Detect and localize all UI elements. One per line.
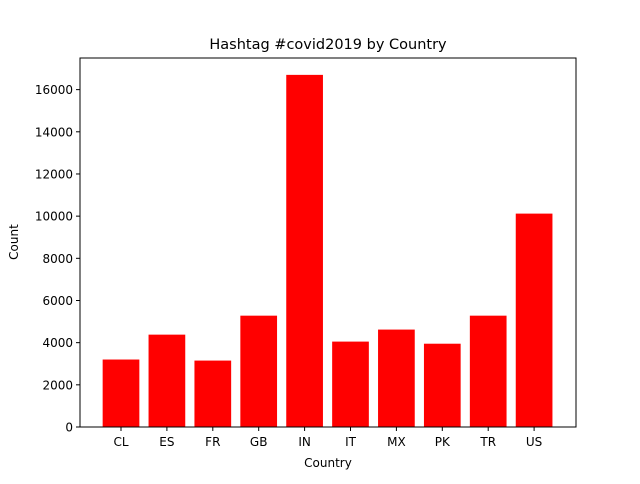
y-axis-ticks: 0 2000 4000 6000 8000 10000 12000 14000 16000 (35, 83, 80, 435)
x-tick-label: MX (387, 435, 406, 449)
bar-mx (378, 329, 415, 427)
y-axis-label: Count (7, 224, 21, 260)
y-tick-label: 2000 (42, 378, 73, 392)
x-axis-label: Country (304, 456, 352, 470)
y-tick-label: 0 (65, 421, 73, 435)
x-tick-label: GB (250, 435, 268, 449)
bar-cl (102, 359, 140, 427)
bars-group (102, 74, 553, 428)
x-tick-label: IN (298, 435, 311, 449)
y-tick-label: 14000 (35, 125, 73, 139)
bar-us (515, 213, 553, 427)
bar-es (148, 334, 186, 427)
bar-gb (240, 315, 278, 427)
bar-in (286, 74, 323, 428)
bar-tr (469, 315, 507, 427)
x-tick-label: ES (159, 435, 174, 449)
y-tick-label: 16000 (35, 83, 73, 97)
y-tick-label: 12000 (35, 167, 73, 181)
chart-title: Hashtag #covid2019 by Country (209, 37, 447, 53)
y-tick-label: 6000 (42, 294, 73, 308)
x-tick-label: TR (479, 435, 496, 449)
plot-frame (79, 57, 577, 428)
x-tick-label: IT (345, 435, 357, 449)
bar-it (332, 341, 369, 427)
x-axis-ticks: CL ES FR GB IN IT MX PK TR US (113, 427, 542, 449)
bar-fr (194, 360, 232, 427)
bar-pk (423, 343, 461, 427)
x-tick-label: US (526, 435, 542, 449)
x-tick-label: CL (113, 435, 128, 449)
y-tick-label: 8000 (42, 252, 73, 266)
y-tick-label: 4000 (42, 336, 73, 350)
y-tick-label: 10000 (35, 210, 73, 224)
x-tick-label: FR (205, 435, 220, 449)
x-tick-label: PK (435, 435, 451, 449)
